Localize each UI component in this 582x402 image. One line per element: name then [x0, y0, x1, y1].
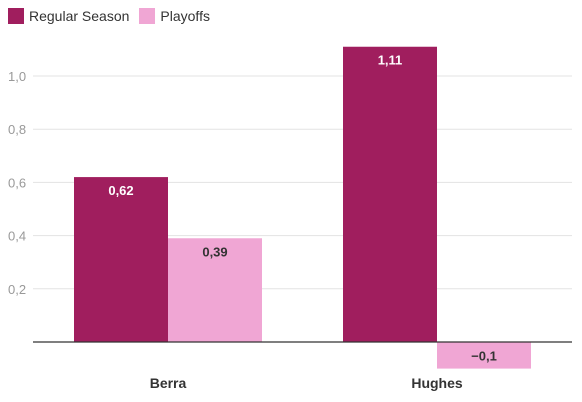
data-label: 0,62: [108, 183, 133, 198]
legend: Regular Season Playoffs: [8, 6, 220, 26]
data-label: 0,39: [202, 244, 227, 259]
legend-label-regular-season: Regular Season: [29, 8, 130, 24]
legend-swatch-regular-season: [8, 8, 24, 24]
x-category-label: Hughes: [411, 375, 463, 391]
x-category-label: Berra: [150, 375, 187, 391]
bar-berra-regular-season: [74, 177, 168, 342]
bar-berra-playoffs: [168, 238, 262, 342]
y-tick-label: 0,6: [8, 175, 26, 190]
y-tick-label: 1,0: [8, 69, 26, 84]
legend-label-playoffs: Playoffs: [160, 8, 210, 24]
bar-hughes-playoffs: [437, 342, 531, 369]
data-label: −0,1: [471, 349, 497, 364]
data-label: 1,11: [378, 53, 403, 68]
bar-hughes-regular-season: [343, 46, 437, 343]
y-tick-label: 0,8: [8, 122, 26, 137]
y-tick-label: 0,4: [8, 229, 26, 244]
y-tick-label: 0,2: [8, 282, 26, 297]
legend-swatch-playoffs: [139, 8, 156, 24]
legend-item-regular-season[interactable]: Regular Season: [8, 8, 129, 24]
legend-item-playoffs[interactable]: Playoffs: [139, 8, 210, 24]
